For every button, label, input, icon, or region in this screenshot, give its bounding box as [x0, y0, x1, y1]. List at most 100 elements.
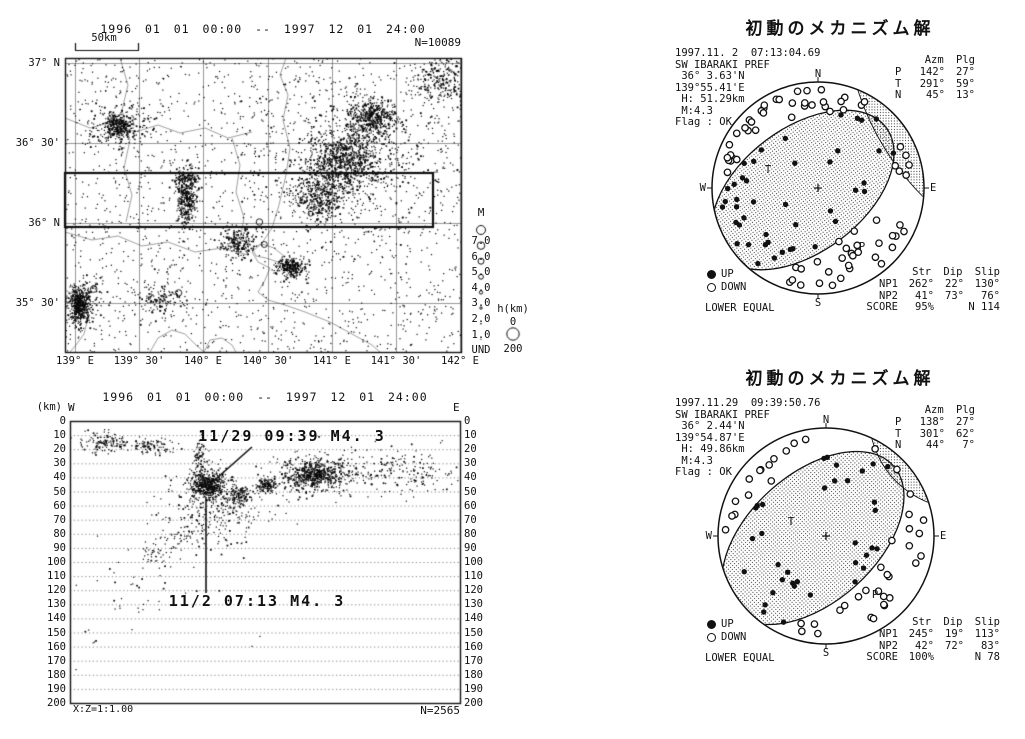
section-depth-tick-right: 40 [464, 471, 477, 484]
t-axis-label: T [787, 516, 795, 528]
table-row: NP1 262° 22° 130° [858, 278, 1000, 290]
t-axis-label: T [764, 164, 772, 176]
beachball-diagram-1 [707, 77, 929, 299]
section-depth-tick-left: 180 [47, 668, 66, 681]
magnitude-legend-label: 2.0 [471, 313, 491, 325]
legend-down: DOWN [707, 631, 746, 643]
origin-time: 1997.11. 2 07:13:04.69 [675, 47, 821, 59]
section-depth-tick-left: 110 [47, 570, 66, 583]
down-marker-icon [707, 632, 716, 642]
table-row: T 291° 59° [895, 78, 975, 90]
legend-up: UP [707, 268, 734, 280]
compass-east-label: E [930, 182, 937, 194]
section-depth-tick-left: 140 [47, 612, 66, 625]
table-cell: 113° [974, 628, 1000, 640]
legend-down-label: DOWN [721, 281, 747, 293]
section-depth-tick-right: 80 [464, 527, 477, 540]
section-depth-tick-right: 190 [464, 682, 483, 695]
map-lat-tick: 36° N [28, 217, 60, 229]
section-depth-tick-left: 160 [47, 640, 66, 653]
section-depth-tick-left: 190 [47, 682, 66, 695]
table-cell: 100% [908, 651, 934, 663]
section-depth-tick-right: 20 [464, 443, 477, 456]
legend-down: DOWN [707, 281, 746, 293]
section-depth-tick-right: 170 [464, 654, 483, 667]
table-cell: NP1 [879, 278, 898, 290]
legend-down-label: DOWN [721, 631, 747, 643]
table-cell: 19° [945, 628, 964, 640]
section-west-label: W [68, 401, 75, 414]
section-depth-tick-right: 50 [464, 485, 477, 498]
longitude: 139°54.87'E [675, 431, 745, 444]
table-cell: 59° [956, 77, 975, 90]
depth-legend-min: 0 [509, 316, 517, 328]
table-cell: N 114 [968, 301, 1000, 313]
section-depth-tick-right: 160 [464, 640, 483, 653]
section-depth-tick-right: 90 [464, 541, 477, 554]
mechanism-title: 初動のメカニズム解 [745, 369, 935, 389]
section-depth-tick-left: 80 [53, 527, 66, 540]
section-depth-tick-right: 10 [464, 429, 477, 442]
table-row: SCORE 95% N 114 [858, 301, 1000, 313]
latitude: 36° 3.63'N [675, 70, 745, 82]
table-cell: 62° [956, 427, 975, 440]
longitude: 139°55.41'E [675, 81, 745, 94]
section-depth-tick-left: 40 [53, 471, 66, 484]
section-unit-label: (km) [36, 401, 62, 413]
depth: H: 49.86km [675, 443, 745, 455]
latitude: 36° 2.44'N [675, 420, 745, 432]
map-lon-tick: 142° E [441, 355, 479, 367]
magnitude-legend-label: UND [471, 344, 491, 357]
section-depth-tick-right: 0 [464, 415, 471, 427]
depth-legend-max: 200 [503, 343, 523, 355]
table-cell: 72° [945, 639, 964, 652]
magnitude-legend-title: M [477, 206, 485, 219]
magnitude-legend-label: 3.0 [471, 297, 491, 310]
region-name: SW IBARAKI PREF [675, 408, 770, 421]
compass-north-label: N [814, 68, 822, 80]
table-row: NP2 42° 72° 83° [858, 640, 1000, 652]
section-depth-tick-left: 120 [47, 584, 66, 597]
table-cell: 13° [956, 89, 975, 101]
legend-up: UP [707, 618, 734, 630]
section-depth-tick-right: 150 [464, 626, 483, 639]
compass-east-label: E [940, 530, 947, 542]
table-cell: 41° [915, 289, 934, 302]
section-depth-tick-right: 120 [464, 584, 483, 597]
section-depth-tick-left: 50 [53, 485, 66, 498]
table-cell: T [895, 77, 902, 90]
table-row: SCORE 100% N 78 [858, 651, 1000, 663]
table-row: N 44° 7° [895, 439, 975, 451]
section-depth-tick-left: 0 [59, 415, 66, 427]
table-cell: 42° [915, 639, 934, 652]
table-cell: 95% [915, 301, 934, 313]
section-scale-note: X:Z=1:1.00 [73, 704, 134, 715]
planes-table-header: Str Dip Slip [912, 616, 1000, 628]
region-name: SW IBARAKI PREF [675, 58, 770, 71]
table-row: NP2 41° 73° 76° [858, 290, 1000, 302]
table-cell: 291° [919, 77, 945, 90]
table-cell: NP1 [879, 628, 898, 640]
annotation-event-1102: 11/2 07:13 M4. 3 [168, 592, 346, 610]
map-lon-tick: 141° E [313, 355, 351, 367]
table-cell: 245° [908, 628, 934, 640]
legend-up-label: UP [721, 268, 734, 280]
compass-north-label: N [822, 414, 830, 426]
map-scale-label: 50km [91, 32, 117, 44]
table-row: P 138° 27° [895, 416, 975, 428]
table-cell: N 78 [974, 651, 1000, 663]
section-depth-tick-right: 100 [464, 556, 483, 568]
section-depth-tick-right: 110 [464, 570, 483, 583]
mechanism-title: 初動のメカニズム解 [745, 19, 935, 39]
table-row: N 45° 13° [895, 89, 975, 101]
section-event-count: N=2565 [420, 704, 460, 717]
table-cell: 22° [945, 278, 964, 290]
table-cell: N [895, 439, 902, 451]
magnitude-legend-label: 4.0 [471, 281, 491, 294]
table-cell: P [895, 416, 902, 428]
section-depth-tick-left: 30 [53, 457, 66, 470]
map-lon-tick: 140° 30' [242, 355, 294, 367]
table-cell: T [895, 427, 902, 440]
table-cell: 27° [956, 66, 975, 78]
section-depth-tick-left: 70 [53, 513, 66, 526]
